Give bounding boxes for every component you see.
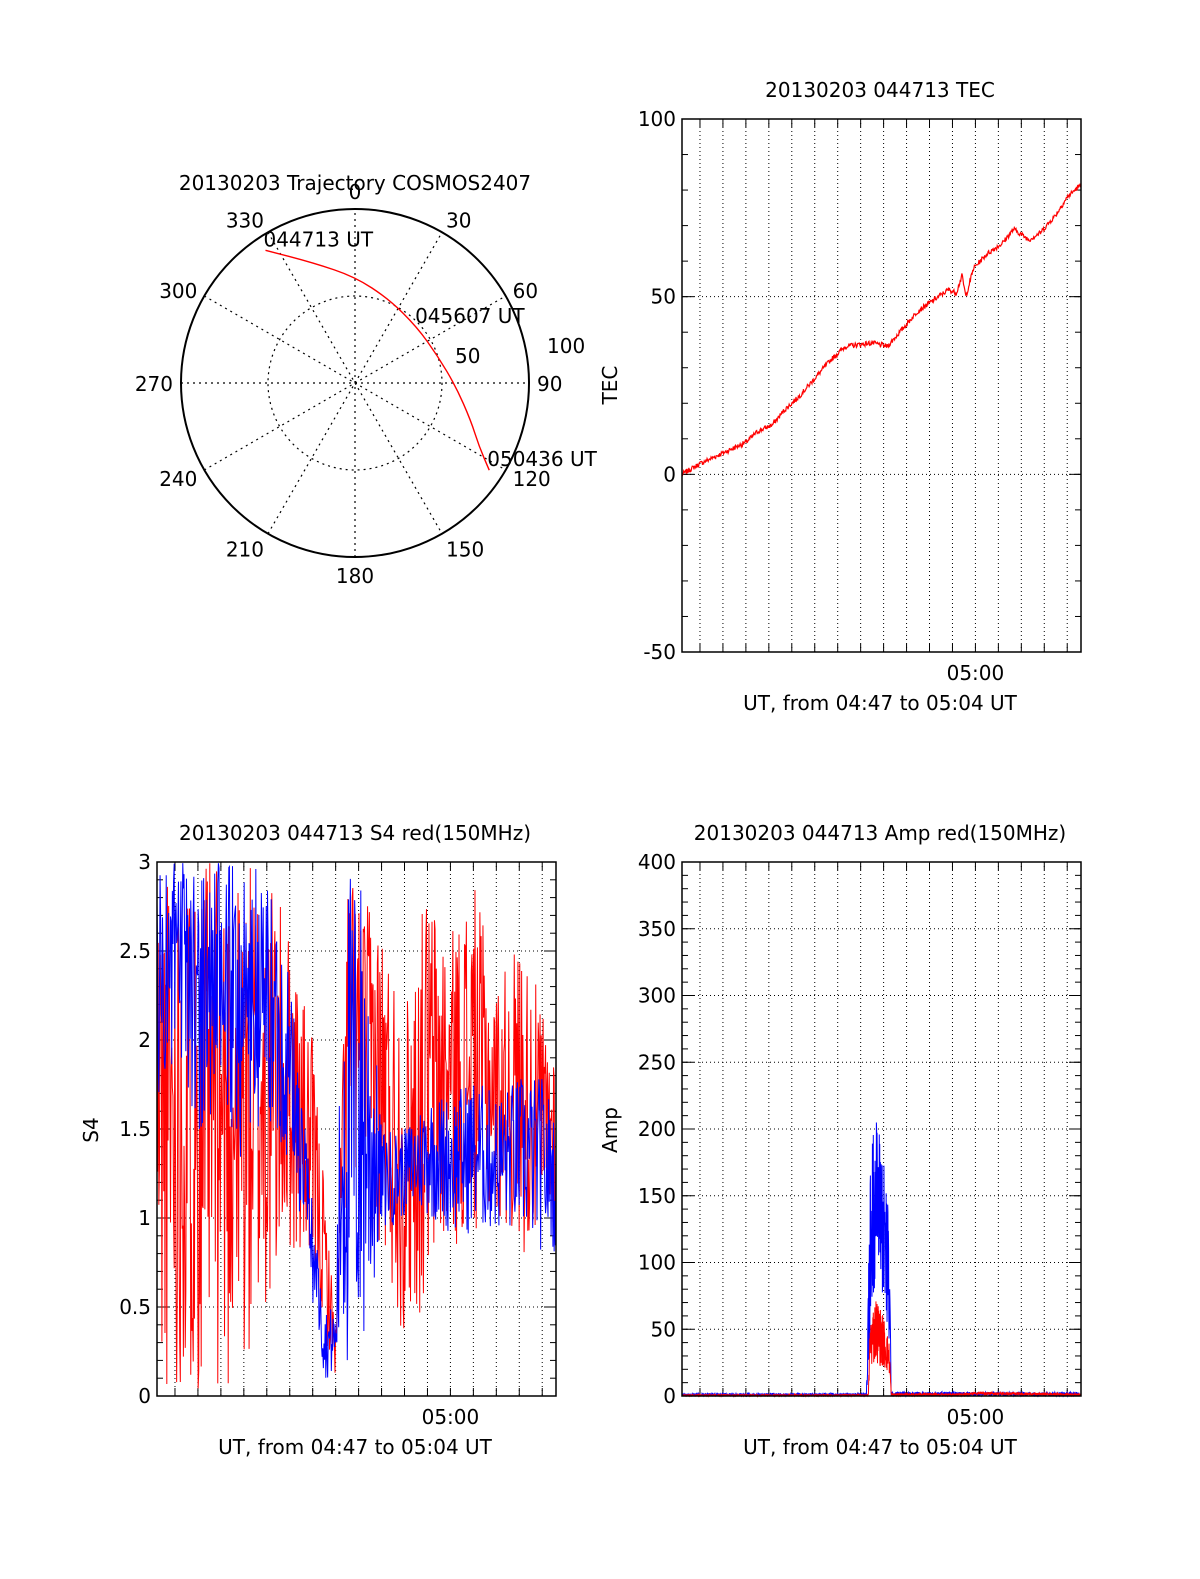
polar-angle-label: 60 [513, 279, 538, 303]
s4-ylabel: S4 [79, 1117, 103, 1142]
polar-angle-label: 0 [349, 180, 362, 204]
y-tick-label: 2 [138, 1028, 151, 1052]
polar-angle-label: 210 [226, 538, 264, 562]
plot-frame [681, 861, 1082, 1397]
polar-labels: 0 30 60 90 120 150 180 210 240 270 300 330 50 100 [135, 180, 585, 588]
tec-ylabel: TEC [598, 366, 622, 406]
noisy-series-line [681, 1301, 1082, 1398]
polar-spoke [267, 232, 443, 534]
noisy-series-line [156, 863, 557, 1378]
y-tick-label: 50 [651, 285, 676, 309]
plot-frame [681, 118, 1082, 653]
polar-angle-label: 330 [226, 208, 264, 232]
y-tick-label: 50 [651, 1317, 676, 1341]
y-tick-label: 250 [638, 1050, 676, 1074]
x-tick-label: 05:00 [947, 661, 1005, 685]
polar-angle-label: 120 [513, 467, 551, 491]
amp-title: 20130203 044713 Amp red(150MHz) [694, 821, 1066, 845]
amp-xlabel: UT, from 04:47 to 05:04 UT [743, 1435, 1018, 1459]
polar-angle-label: 150 [446, 538, 484, 562]
y-tick-label: 150 [638, 1184, 676, 1208]
amp-ylabel: Amp [598, 1107, 622, 1153]
tec-panel: 20130203 044713 TEC UT, from 04:47 to 05… [598, 78, 1082, 715]
y-tick-label: 2.5 [119, 939, 151, 963]
y-tick-label: 0.5 [119, 1295, 151, 1319]
trajectory-line [265, 249, 490, 471]
polar-angle-label: 240 [159, 467, 197, 491]
polar-radius-label: 100 [547, 334, 585, 358]
trajectory-panel: 20130203 Trajectory COSMOS2407 0 30 60 90 12… [135, 171, 598, 588]
s4-panel: 20130203 044713 S4 red(150MHz) UT, from … [79, 821, 557, 1459]
polar-radius-label: 50 [455, 344, 480, 368]
tec-title: 20130203 044713 TEC [765, 78, 995, 102]
polar-angle-label: 300 [159, 279, 197, 303]
s4-plot: 0 0.5 1 1.5 2 2.5 3 05:00 [119, 850, 557, 1429]
plot-frame [156, 861, 557, 1397]
polar-angle-label: 90 [537, 372, 562, 396]
tec-xlabel: UT, from 04:47 to 05:04 UT [743, 691, 1018, 715]
y-tick-label: 100 [638, 1251, 676, 1275]
y-tick-label: -50 [643, 640, 676, 664]
amp-panel: 20130203 044713 Amp red(150MHz) UT, from… [598, 821, 1082, 1459]
trajectory-title: 20130203 Trajectory COSMOS2407 [179, 171, 531, 195]
x-tick-label: 05:00 [422, 1405, 480, 1429]
s4-xlabel: UT, from 04:47 to 05:04 UT [218, 1435, 493, 1459]
y-tick-label: 100 [638, 107, 676, 131]
polar-series: 044713 UT 045607 UT 050436 UT [263, 227, 597, 471]
y-tick-label: 1.5 [119, 1117, 151, 1141]
trajectory-annotation: 044713 UT [263, 227, 373, 251]
y-tick-label: 400 [638, 850, 676, 874]
tec-plot: -50 0 50 100 05:00 [638, 107, 1082, 685]
tec-series-line [681, 182, 1082, 477]
y-tick-label: 350 [638, 917, 676, 941]
polar-inner-circle [267, 295, 443, 471]
trajectory-annotation: 050436 UT [487, 447, 597, 471]
s4-title: 20130203 044713 S4 red(150MHz) [179, 821, 531, 845]
x-tick-label: 05:00 [947, 1405, 1005, 1429]
y-tick-label: 1 [138, 1206, 151, 1230]
polar-angle-label: 270 [135, 372, 173, 396]
y-tick-label: 0 [663, 1384, 676, 1408]
amp-plot: 0 50 100 150 200 250 300 350 400 05:00 [638, 850, 1082, 1429]
polar-grid [180, 208, 530, 558]
y-tick-label: 300 [638, 984, 676, 1008]
y-tick-label: 200 [638, 1117, 676, 1141]
y-tick-label: 3 [138, 850, 151, 874]
trajectory-annotation: 045607 UT [415, 304, 525, 328]
y-tick-label: 0 [663, 462, 676, 486]
polar-angle-label: 30 [446, 208, 471, 232]
polar-angle-label: 180 [336, 564, 374, 588]
y-tick-label: 0 [138, 1384, 151, 1408]
